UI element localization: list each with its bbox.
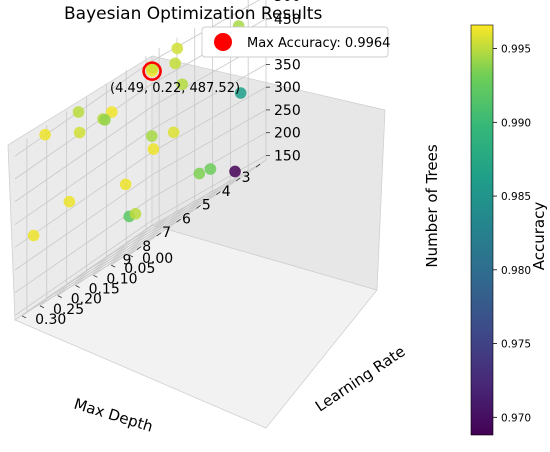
scatter-point [167, 126, 180, 139]
colorbar-tick-label: 0.995 [501, 44, 531, 56]
legend-box [201, 26, 389, 58]
legend-marker [214, 33, 232, 51]
x-tick-label: 5 [202, 198, 211, 214]
colorbar-ticks: 0.970 0.975 0.980 0.985 0.990 0.995 [493, 44, 531, 424]
z-grid-line [151, 109, 267, 176]
x-tick-mark [196, 205, 201, 209]
scatter-point [63, 195, 76, 208]
scatter-point [234, 87, 247, 99]
z-tick-label: 200 [274, 126, 301, 142]
best-point-marker [142, 61, 162, 81]
y-tick-mark [57, 295, 62, 298]
z-tick-label: 500 [274, 0, 301, 5]
colorbar-tick-label: 0.985 [501, 191, 531, 203]
x-tick-mark [156, 232, 162, 237]
y-tick-label: 0.05 [124, 261, 155, 277]
y-grid-line [39, 210, 178, 307]
y-tick-mark [128, 254, 134, 258]
scatter-point [73, 126, 86, 139]
z-grid-line [151, 155, 267, 221]
back-right-pane [151, 55, 386, 291]
y-tick-label: 0.20 [71, 292, 102, 308]
colorbar-gradient [470, 24, 494, 436]
colorbar-tick-label: 0.970 [501, 412, 531, 424]
colorbar-tick-label: 0.990 [501, 117, 531, 129]
scatter-point [169, 57, 181, 70]
best-point-annotation: (4.49, 0.22, 487.52) [110, 81, 240, 96]
y-grid-line [57, 200, 195, 296]
y-tick-label: 0.30 [35, 312, 66, 328]
scatter-point [176, 78, 189, 91]
z-axis-label: Number of Trees [423, 144, 441, 268]
z-grid-line [14, 129, 153, 225]
z-grid-line [14, 106, 153, 202]
y-tick-mark [39, 305, 45, 309]
scatter-point [39, 128, 51, 141]
z-grid-line [151, 86, 267, 153]
colorbar-label: Accuracy [530, 202, 548, 271]
x-tick-label: 8 [142, 239, 151, 255]
x-tick-mark [235, 177, 241, 182]
legend: Max Accuracy: 0.9964 [201, 26, 390, 58]
z-tick-label: 150 [274, 148, 301, 164]
scatter-point [147, 143, 160, 155]
y-tick-mark [111, 264, 116, 268]
x-axis-label: Max Depth [72, 395, 155, 436]
x-tick-mark [255, 163, 261, 168]
scatter-point [27, 229, 40, 242]
y-tick-label: 0.00 [142, 251, 173, 267]
x-tick-label: 7 [162, 225, 171, 241]
x-tick-label: 6 [182, 211, 191, 227]
colorbar-tick-label: 0.980 [501, 265, 531, 277]
colorbar-tick-label: 0.975 [501, 339, 531, 351]
x-tick-mark [176, 218, 181, 223]
chart-title: Bayesian Optimization Results [64, 4, 322, 24]
x-tick-label: 4 [222, 184, 231, 200]
y-tick-label: 0.15 [89, 281, 120, 297]
y-grid-line [93, 179, 231, 276]
z-grid-line [151, 64, 267, 130]
y-tick-mark [93, 274, 98, 278]
z-grid-line [14, 220, 153, 316]
x-tick-label: 9 [122, 253, 131, 269]
z-tick-label: 350 [274, 57, 301, 73]
x-tick-mark [136, 246, 142, 251]
legend-label: Max Accuracy: 0.9964 [247, 36, 390, 51]
z-tick-label: 450 [274, 12, 301, 28]
x-tick-label: 3 [242, 170, 251, 186]
z-tick-label: 250 [274, 103, 301, 119]
y-grid-line [110, 169, 249, 266]
z-grid-line [14, 174, 153, 271]
y-tick-label: 0.25 [53, 302, 84, 318]
z-grid-line [14, 151, 153, 248]
scatter-point [99, 114, 111, 126]
y-grid-line [21, 220, 160, 317]
z-grid-line [14, 60, 153, 157]
y-tick-mark [75, 285, 80, 288]
scatter-point [105, 106, 118, 118]
scatter-point [171, 42, 184, 55]
scatter-point [229, 165, 241, 178]
colorbar: 0.970 0.975 0.980 0.985 0.990 0.995 Accuracy [470, 24, 548, 436]
z-tick-label: 300 [274, 80, 301, 96]
scatter-point [146, 130, 158, 142]
y-tick-label: 0.10 [106, 271, 137, 287]
x-tick-mark [216, 191, 221, 195]
scatter-point [72, 106, 85, 118]
y-tick-mark [21, 315, 27, 319]
scatter-point [119, 178, 132, 191]
scatter-point [204, 163, 217, 175]
scatter-point [129, 208, 142, 220]
y-grid-line [75, 190, 213, 286]
scatter-point [193, 167, 206, 180]
